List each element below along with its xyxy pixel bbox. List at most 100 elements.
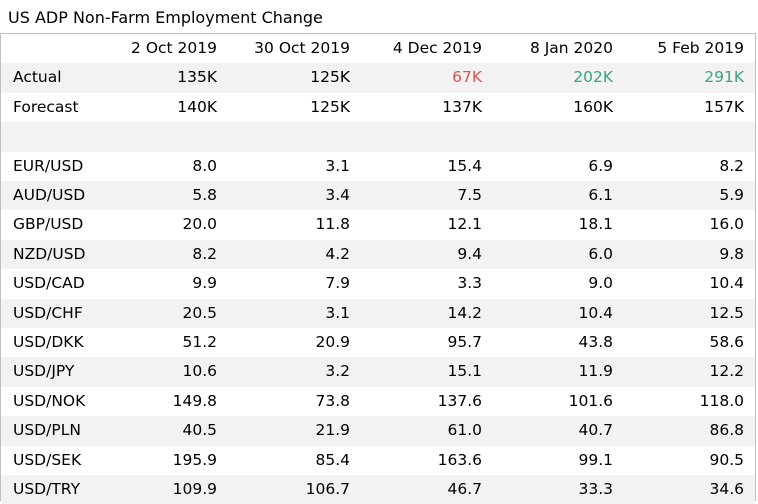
table-cell: 20.5 — [182, 303, 217, 322]
table-cell: 9.9 — [192, 274, 217, 293]
table-cell: 67K — [452, 68, 482, 87]
table-cell: 8.2 — [719, 156, 744, 175]
row-label: USD/JPY — [13, 362, 75, 381]
headline-row: Actual 135K 125K 67K 202K 291K — [1, 63, 755, 93]
table-cell: 40.5 — [182, 421, 217, 440]
table-cell: 6.0 — [588, 244, 613, 263]
table-cell: 157K — [704, 97, 744, 116]
table-cell: 6.1 — [588, 186, 613, 204]
table-cell: 11.9 — [578, 362, 613, 381]
table-row: USD/CAD 9.9 7.9 3.3 9.0 10.4 — [1, 269, 755, 298]
table-cell: 202K — [573, 68, 613, 87]
table-cell: 10.4 — [709, 274, 744, 293]
table-cell: 95.7 — [447, 333, 482, 351]
table-cell: 3.4 — [325, 186, 350, 204]
table-cell: 15.4 — [447, 156, 482, 175]
table-row: USD/NOK 149.8 73.8 137.6 101.6 118.0 — [1, 387, 755, 416]
table-cell: 85.4 — [315, 450, 350, 469]
row-label: GBP/USD — [13, 215, 84, 234]
table-cell: 30 Oct 2019 — [254, 39, 350, 57]
table-title: US ADP Non-Farm Employment Change — [8, 8, 323, 27]
table-cell: 2 Oct 2019 — [131, 39, 217, 57]
table-row: EUR/USD 8.0 3.1 15.4 6.9 8.2 — [1, 152, 755, 181]
table-cell: 4.2 — [325, 244, 350, 263]
table-cell: 43.8 — [578, 333, 613, 351]
table-cell: 3.1 — [325, 156, 350, 175]
table-cell: 9.4 — [457, 244, 482, 263]
table-cell: 137K — [442, 97, 482, 116]
table-cell: 195.9 — [172, 450, 217, 469]
table-cell: 8 Jan 2020 — [529, 39, 613, 57]
table-cell: 140K — [177, 97, 217, 116]
table-row: GBP/USD 20.0 11.8 12.1 18.1 16.0 — [1, 210, 755, 239]
table-cell: 160K — [573, 97, 613, 116]
table-cell: 86.8 — [709, 421, 744, 440]
table-cell: 12.2 — [709, 362, 744, 381]
header-row: 2 Oct 2019 30 Oct 2019 4 Dec 2019 8 Jan 202… — [1, 34, 755, 63]
table-cell: 20.0 — [182, 215, 217, 234]
table-row: AUD/USD 5.8 3.4 7.5 6.1 5.9 — [1, 181, 755, 211]
row-label: USD/SEK — [13, 450, 82, 469]
row-label: USD/CHF — [13, 303, 83, 322]
row-label: Forecast — [13, 97, 79, 116]
table-cell: 51.2 — [182, 333, 217, 351]
table-cell: 125K — [310, 97, 350, 116]
table-cell: 12.5 — [709, 303, 744, 322]
table-cell: 109.9 — [172, 480, 217, 498]
table-row: USD/TRY 109.9 106.7 46.7 33.3 34.6 — [1, 475, 755, 504]
table-row: USD/PLN 40.5 21.9 61.0 40.7 86.8 — [1, 416, 755, 446]
table-cell: 8.2 — [192, 244, 217, 263]
table-cell: 12.1 — [447, 215, 482, 234]
table-cell: 291K — [704, 68, 744, 87]
table-cell: 125K — [310, 68, 350, 87]
table-row: USD/DKK 51.2 20.9 95.7 43.8 58.6 — [1, 328, 755, 357]
table-cell: 61.0 — [447, 421, 482, 440]
table-cell: 137.6 — [437, 391, 482, 410]
table-row: NZD/USD 8.2 4.2 9.4 6.0 9.8 — [1, 239, 755, 270]
headline-row: Forecast 140K 125K 137K 160K 157K — [1, 93, 755, 122]
row-label: Actual — [13, 68, 62, 87]
table-cell: 8.0 — [192, 156, 217, 175]
table-cell: 20.9 — [315, 333, 350, 351]
table-cell: 11.8 — [315, 215, 350, 234]
row-label: NZD/USD — [13, 244, 86, 263]
table-cell: 7.5 — [457, 186, 482, 204]
table-cell: 90.5 — [709, 450, 744, 469]
table-cell: 118.0 — [699, 391, 744, 410]
table-cell: 46.7 — [447, 480, 482, 498]
table-cell: 163.6 — [437, 450, 482, 469]
table-cell: 10.4 — [578, 303, 613, 322]
table-cell: 9.0 — [588, 274, 613, 293]
table-cell: 106.7 — [305, 480, 350, 498]
table-cell: 101.6 — [568, 391, 613, 410]
table-cell: 5.8 — [192, 186, 217, 204]
row-label: USD/NOK — [13, 391, 86, 410]
table-cell: 10.6 — [182, 362, 217, 381]
table-cell: 15.1 — [447, 362, 482, 381]
table-cell: 5 Feb 2019 — [657, 39, 744, 57]
row-label: EUR/USD — [13, 156, 84, 175]
table-cell: 6.9 — [588, 156, 613, 175]
table-cell: 21.9 — [315, 421, 350, 440]
row-label: USD/TRY — [13, 480, 81, 498]
table-cell: 34.6 — [709, 480, 744, 498]
table-cell: 7.9 — [325, 274, 350, 293]
table-cell: 99.1 — [578, 450, 613, 469]
table-cell: 149.8 — [172, 391, 217, 410]
row-label: USD/DKK — [13, 333, 84, 351]
table-cell: 58.6 — [709, 333, 744, 351]
table-cell: 3.2 — [325, 362, 350, 381]
table-cell: 5.9 — [719, 186, 744, 204]
separator-row — [1, 122, 755, 152]
data-table: 2 Oct 2019 30 Oct 2019 4 Dec 2019 8 Jan 202… — [0, 33, 756, 504]
table-cell: 16.0 — [709, 215, 744, 234]
table-row: USD/CHF 20.5 3.1 14.2 10.4 12.5 — [1, 298, 755, 328]
table-cell: 3.3 — [457, 274, 482, 293]
row-label: USD/PLN — [13, 421, 81, 440]
table-row: USD/JPY 10.6 3.2 15.1 11.9 12.2 — [1, 357, 755, 387]
table-cell: 73.8 — [315, 391, 350, 410]
table-cell: 9.8 — [719, 244, 744, 263]
table-cell: 14.2 — [447, 303, 482, 322]
table-cell: 40.7 — [578, 421, 613, 440]
row-label: AUD/USD — [13, 186, 86, 204]
